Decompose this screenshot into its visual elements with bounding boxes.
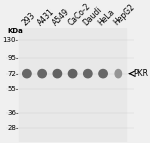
- Text: Daudi: Daudi: [81, 5, 104, 27]
- Ellipse shape: [53, 69, 61, 78]
- Ellipse shape: [115, 69, 122, 78]
- Text: HepG2: HepG2: [112, 3, 137, 27]
- Text: KDa: KDa: [7, 28, 23, 34]
- Bar: [19, 28, 126, 142]
- Text: HeLa: HeLa: [97, 7, 117, 27]
- Ellipse shape: [68, 69, 77, 78]
- Text: 36-: 36-: [7, 110, 18, 116]
- Text: CaCo-2: CaCo-2: [66, 1, 92, 27]
- Ellipse shape: [23, 69, 31, 78]
- Text: 72-: 72-: [7, 71, 18, 77]
- Text: PKR: PKR: [134, 69, 148, 78]
- Ellipse shape: [84, 69, 92, 78]
- Text: 130-: 130-: [3, 37, 18, 43]
- Text: A431: A431: [36, 7, 56, 27]
- Ellipse shape: [38, 69, 46, 78]
- Text: A549: A549: [51, 7, 71, 27]
- Text: 55-: 55-: [7, 86, 18, 92]
- Text: 28-: 28-: [7, 125, 18, 131]
- Ellipse shape: [99, 69, 107, 78]
- Text: 95-: 95-: [7, 55, 18, 61]
- Text: 293: 293: [21, 11, 37, 27]
